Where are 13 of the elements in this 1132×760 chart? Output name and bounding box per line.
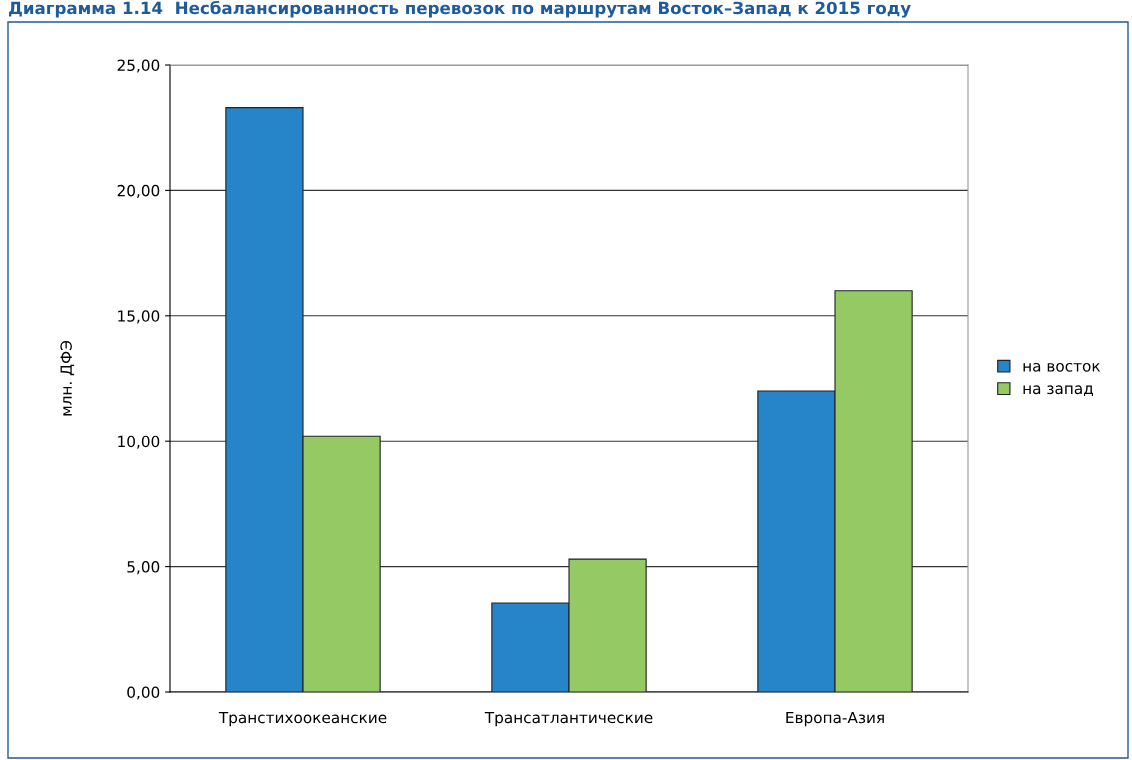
x-tick-label: Европа-Азия xyxy=(786,711,884,727)
y-tick-label: 10,00 xyxy=(118,435,160,449)
chart-title: Диаграмма 1.14 Несбалансированность перевозок по маршрутам Восток–Запад к 2015 году xyxy=(9,0,911,18)
y-axis-title: млн. ДФЭ xyxy=(60,340,75,416)
y-tick-label: 20,00 xyxy=(117,184,160,198)
legend-label: на запад xyxy=(1023,385,1093,397)
y-tick-label: 5,00 xyxy=(127,561,160,575)
legend-label: на восток xyxy=(1023,362,1101,372)
y-tick-label: 25,00 xyxy=(117,59,160,73)
y-tick-label: 15,00 xyxy=(118,310,160,324)
y-tick-label: 0,00 xyxy=(127,686,160,700)
x-tick-label: Транстихоокеанские xyxy=(218,711,387,727)
x-tick-label: Трансатлантические xyxy=(484,711,653,727)
